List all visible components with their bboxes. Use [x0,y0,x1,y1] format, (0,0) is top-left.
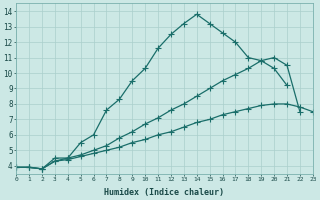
X-axis label: Humidex (Indice chaleur): Humidex (Indice chaleur) [105,188,225,197]
